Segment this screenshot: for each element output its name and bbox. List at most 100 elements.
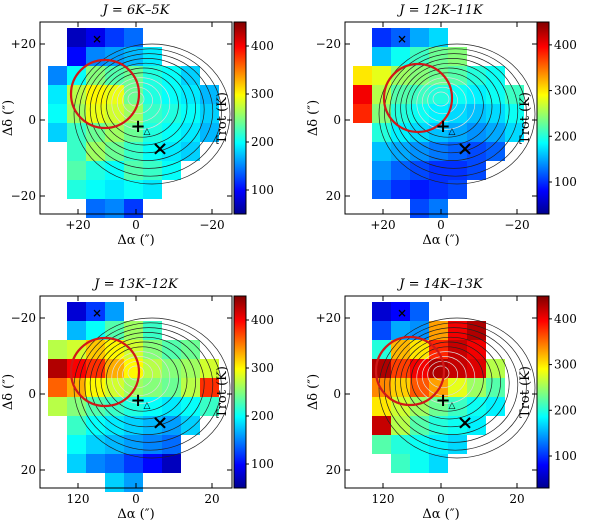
heatmap-cell [48,85,67,104]
contour-line [405,67,493,146]
y-tick-label: +20 [11,37,36,51]
heatmap-cell [162,416,181,435]
colorbar-tick-label: 300 [251,361,274,375]
y-tick-label: 20 [326,463,341,477]
plus-marker: + [435,116,450,137]
heatmap-cell [391,340,410,359]
contour-set [73,43,231,185]
heatmap-cell [372,416,391,435]
contour-line [421,356,467,396]
heatmap-cell [200,378,219,397]
heatmap-cell [86,302,105,321]
heatmap-cell [124,454,143,473]
contour-set [378,317,536,459]
colorbar-label: Trot (K) [215,92,230,144]
heatmap-cell [143,359,162,378]
white-x-marker: × [397,32,407,46]
panel-title: J = 6K–5K [100,3,171,18]
heatmap-cell [86,28,105,47]
heatmap-cell [372,359,391,378]
heatmap-cell [429,28,448,47]
triangle-marker: △ [449,127,456,137]
panel-title: J = 12K–11K [396,3,484,18]
x-axis-label: Δα (″) [422,507,459,522]
heatmap-cell [391,302,410,321]
heatmap-cell [467,359,486,378]
heatmap-cell [143,378,162,397]
heatmap-cell [162,340,181,359]
contour-line [111,77,171,130]
heatmap-cell [372,66,391,85]
heatmap-cell [162,104,181,123]
heatmap-cell [410,435,429,454]
heatmap-cell [143,180,162,199]
y-tick-label: 20 [21,463,36,477]
heatmap-cell [372,28,391,47]
heatmap-cell [124,28,143,47]
heatmap-cell [486,66,505,85]
heatmap-cell [200,104,219,123]
heatmap-cells [353,28,524,218]
heatmap-cell [486,104,505,123]
heatmap-cell [162,66,181,85]
contour-line [116,82,162,122]
red-x-marker: × [152,136,169,160]
heatmap-cell [448,180,467,199]
heatmap-cell [410,454,429,473]
x-axis-label: Δα (″) [422,233,459,248]
heatmap-cell [105,180,124,199]
heatmap-cell [143,47,162,66]
colorbar-tick-label: 100 [251,183,274,197]
heatmap-cell [143,66,162,85]
heatmap-cell [124,435,143,454]
heatmap-cell [162,454,181,473]
y-tick-label: 20 [326,189,341,203]
heatmap-cell [67,85,86,104]
heatmap-cell [181,104,200,123]
heatmap-cell [162,142,181,161]
heatmap-cell [429,199,448,218]
contour-line [389,327,519,443]
heatmap-cell [200,123,219,142]
heatmap-cell [143,454,162,473]
x-tick-label: −20 [199,218,224,232]
contour-line [384,48,527,177]
colorbar-tick-label: 100 [251,457,274,471]
x-tick-label: 0 [437,218,445,232]
heatmap-cell [181,378,200,397]
highlight-circle [374,335,446,407]
heatmap-cell [353,66,372,85]
axis-ticks [345,22,537,214]
heatmap-cell [181,359,200,378]
heatmap-cell [410,199,429,218]
heatmap-cell [391,85,410,104]
x-tick-label: 20 [509,492,524,506]
contour-line [389,53,519,169]
heatmap-cell [143,123,162,142]
heatmap-cell [448,340,467,359]
contour-line [400,62,501,154]
colorbar-tick-label: 200 [251,135,274,149]
heatmap-cell [372,435,391,454]
heatmap-cell [86,66,105,85]
heatmap-cell [143,416,162,435]
heatmap-cell [67,161,86,180]
heatmap-cell [467,397,486,416]
heatmap-cell [448,321,467,340]
heatmap-cell [48,66,67,85]
heatmap-cell [467,340,486,359]
heatmap-cell [67,180,86,199]
heatmap-cell [372,340,391,359]
heatmap-cell [467,142,486,161]
heatmap-cell [67,142,86,161]
heatmap-cell [86,161,105,180]
contour-line [421,82,467,122]
contour-line [394,58,510,161]
axis-ticks [345,296,537,488]
contour-line [79,322,222,451]
heatmap-cell [486,378,505,397]
heatmap-cell [105,473,124,492]
heatmap-cell [200,85,219,104]
contour-line [378,43,536,185]
